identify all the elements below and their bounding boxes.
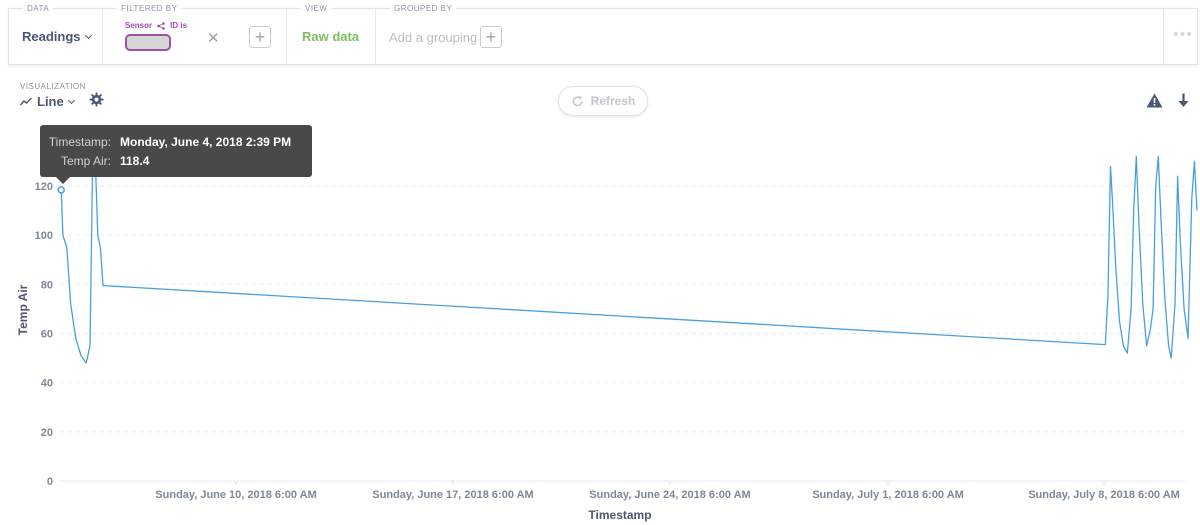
- y-tick-label: 40: [41, 378, 53, 390]
- more-section: •••: [1164, 9, 1199, 64]
- line-chart-icon: [20, 97, 32, 106]
- filter-section: FILTERED BY Sensor ID is ✕ +: [103, 4, 287, 64]
- visualization-type-dropdown[interactable]: Line: [20, 94, 75, 109]
- x-tick-label: Sunday, June 10, 2018 6:00 AM: [155, 489, 316, 501]
- gear-icon[interactable]: [89, 92, 104, 107]
- refresh-icon: [572, 95, 583, 106]
- x-tick-label: Sunday, July 1, 2018 6:00 AM: [812, 489, 964, 501]
- x-tick-label: Sunday, June 24, 2018 6:00 AM: [589, 489, 750, 501]
- tooltip-timestamp-value: Monday, June 4, 2018 2:39 PM: [120, 135, 292, 149]
- y-tick-label: 0: [47, 476, 53, 488]
- hover-point[interactable]: [57, 186, 65, 194]
- tooltip-timestamp-label: Timestamp:: [48, 135, 111, 149]
- tooltip-value: 118.4: [120, 154, 150, 168]
- data-source-dropdown[interactable]: Readings: [22, 29, 92, 44]
- chart-tooltip: Timestamp: Monday, June 4, 2018 2:39 PM …: [40, 125, 312, 184]
- y-tick-label: 20: [41, 427, 53, 439]
- group-section-label: GROUPED BY: [390, 4, 457, 13]
- warning-icon: [1146, 93, 1163, 108]
- data-section: DATA Readings: [9, 4, 103, 64]
- filter-value-pill[interactable]: [125, 34, 171, 51]
- y-tick-label: 100: [35, 230, 53, 242]
- view-mode-button[interactable]: Raw data: [302, 29, 360, 44]
- y-tick-label: 80: [41, 279, 53, 291]
- y-axis-title: Temp Air: [16, 284, 30, 335]
- x-tick-label: Sunday, July 8, 2018 6:00 AM: [1028, 489, 1180, 501]
- add-grouping-link[interactable]: Add a grouping: [389, 30, 478, 45]
- visualization-label: VISUALIZATION: [20, 82, 86, 91]
- group-section: GROUPED BY Add a grouping +: [376, 4, 1164, 64]
- refresh-button[interactable]: Refresh: [558, 86, 648, 116]
- filter-section-label: FILTERED BY: [117, 4, 182, 13]
- view-section: VIEW Raw data: [287, 4, 376, 64]
- refresh-label: Refresh: [590, 94, 636, 108]
- close-icon[interactable]: ✕: [207, 30, 220, 47]
- download-icon[interactable]: [1177, 93, 1190, 108]
- visualization-type-label: Line: [37, 94, 64, 109]
- filter-operator: ID is: [170, 21, 188, 30]
- tooltip-timestamp-row: Timestamp: Monday, June 4, 2018 2:39 PM: [40, 135, 312, 149]
- more-options-icon[interactable]: •••: [1173, 26, 1193, 43]
- y-tick-label: 120: [35, 181, 53, 193]
- add-filter-button[interactable]: +: [249, 26, 271, 48]
- filter-meta: Sensor ID is: [125, 21, 187, 30]
- data-section-label: DATA: [23, 4, 54, 13]
- share-icon: [157, 21, 165, 30]
- tooltip-value-row: Temp Air: 118.4: [40, 154, 312, 168]
- add-grouping-button[interactable]: +: [480, 26, 502, 48]
- y-tick-label: 60: [41, 329, 53, 341]
- filter-field: Sensor: [125, 21, 153, 30]
- x-tick-label: Sunday, June 17, 2018 6:00 AM: [372, 489, 533, 501]
- series-line-temp-air[interactable]: [60, 155, 1198, 364]
- data-source-label: Readings: [22, 29, 81, 44]
- x-axis-title: Timestamp: [588, 508, 651, 522]
- view-section-label: VIEW: [301, 4, 332, 13]
- tooltip-value-label: Temp Air:: [60, 154, 111, 168]
- query-bar: DATA Readings FILTERED BY Sensor ID is ✕…: [8, 4, 1199, 65]
